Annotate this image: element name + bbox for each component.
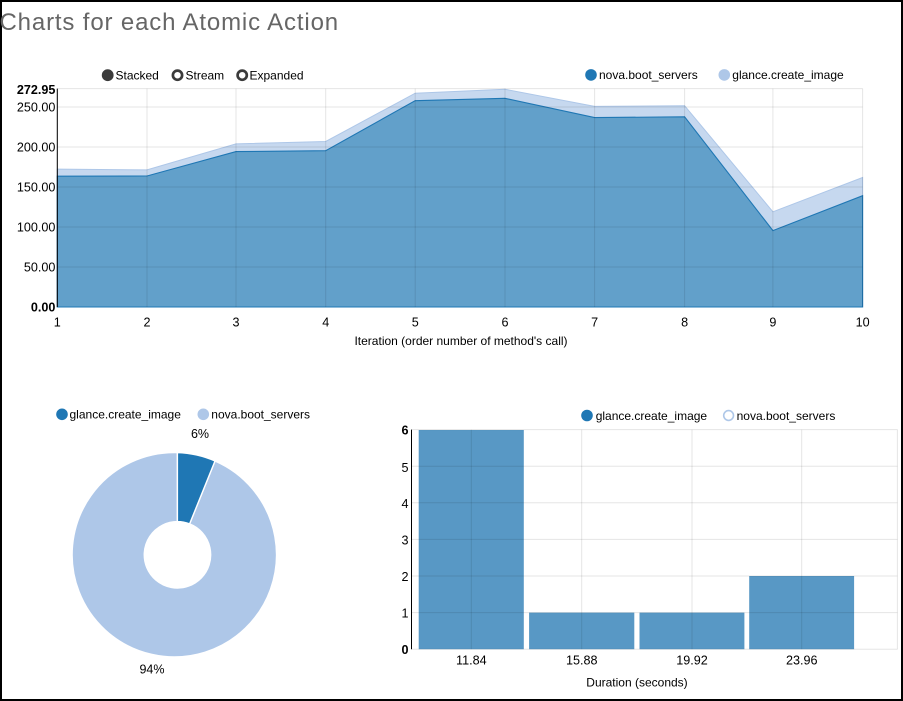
svg-text:Stacked: Stacked (116, 69, 159, 83)
svg-text:nova.boot_servers: nova.boot_servers (211, 408, 310, 422)
svg-text:3: 3 (401, 534, 408, 548)
svg-text:1: 1 (401, 606, 408, 620)
svg-text:2: 2 (143, 316, 150, 330)
svg-text:7: 7 (591, 316, 598, 330)
svg-text:11.84: 11.84 (456, 654, 487, 668)
svg-text:15.88: 15.88 (566, 654, 598, 668)
svg-text:Stream: Stream (186, 69, 225, 83)
svg-text:6: 6 (401, 424, 408, 438)
svg-text:272.95: 272.95 (17, 83, 56, 97)
svg-text:Iteration (order number of met: Iteration (order number of method's call… (354, 334, 567, 348)
svg-text:150.00: 150.00 (17, 181, 56, 195)
svg-text:200.00: 200.00 (17, 141, 56, 155)
svg-text:glance.create_image: glance.create_image (70, 408, 182, 422)
svg-text:94%: 94% (139, 662, 164, 676)
svg-text:2: 2 (401, 570, 408, 584)
svg-text:Duration (seconds): Duration (seconds) (586, 675, 687, 689)
svg-text:1: 1 (54, 316, 61, 330)
svg-text:50.00: 50.00 (24, 261, 56, 275)
svg-text:6%: 6% (191, 427, 209, 441)
svg-text:8: 8 (681, 316, 688, 330)
svg-text:0: 0 (401, 643, 408, 657)
svg-text:nova.boot_servers: nova.boot_servers (599, 68, 698, 82)
svg-text:glance.create_image: glance.create_image (596, 409, 708, 423)
svg-text:4: 4 (322, 316, 329, 330)
svg-text:Expanded: Expanded (250, 69, 304, 83)
svg-text:0.00: 0.00 (31, 301, 56, 315)
svg-text:10: 10 (856, 316, 870, 330)
svg-text:5: 5 (412, 316, 419, 330)
svg-text:23.96: 23.96 (786, 654, 818, 668)
svg-text:100.00: 100.00 (17, 221, 56, 235)
svg-text:Charts for each Atomic Action: Charts for each Atomic Action (0, 9, 339, 36)
svg-text:glance.create_image: glance.create_image (732, 68, 844, 82)
svg-text:3: 3 (232, 316, 239, 330)
svg-text:4: 4 (401, 497, 408, 511)
svg-text:9: 9 (769, 316, 776, 330)
svg-text:nova.boot_servers: nova.boot_servers (737, 409, 836, 423)
svg-text:250.00: 250.00 (17, 101, 56, 115)
svg-text:19.92: 19.92 (676, 654, 708, 668)
svg-text:6: 6 (501, 316, 508, 330)
svg-text:5: 5 (401, 461, 408, 475)
